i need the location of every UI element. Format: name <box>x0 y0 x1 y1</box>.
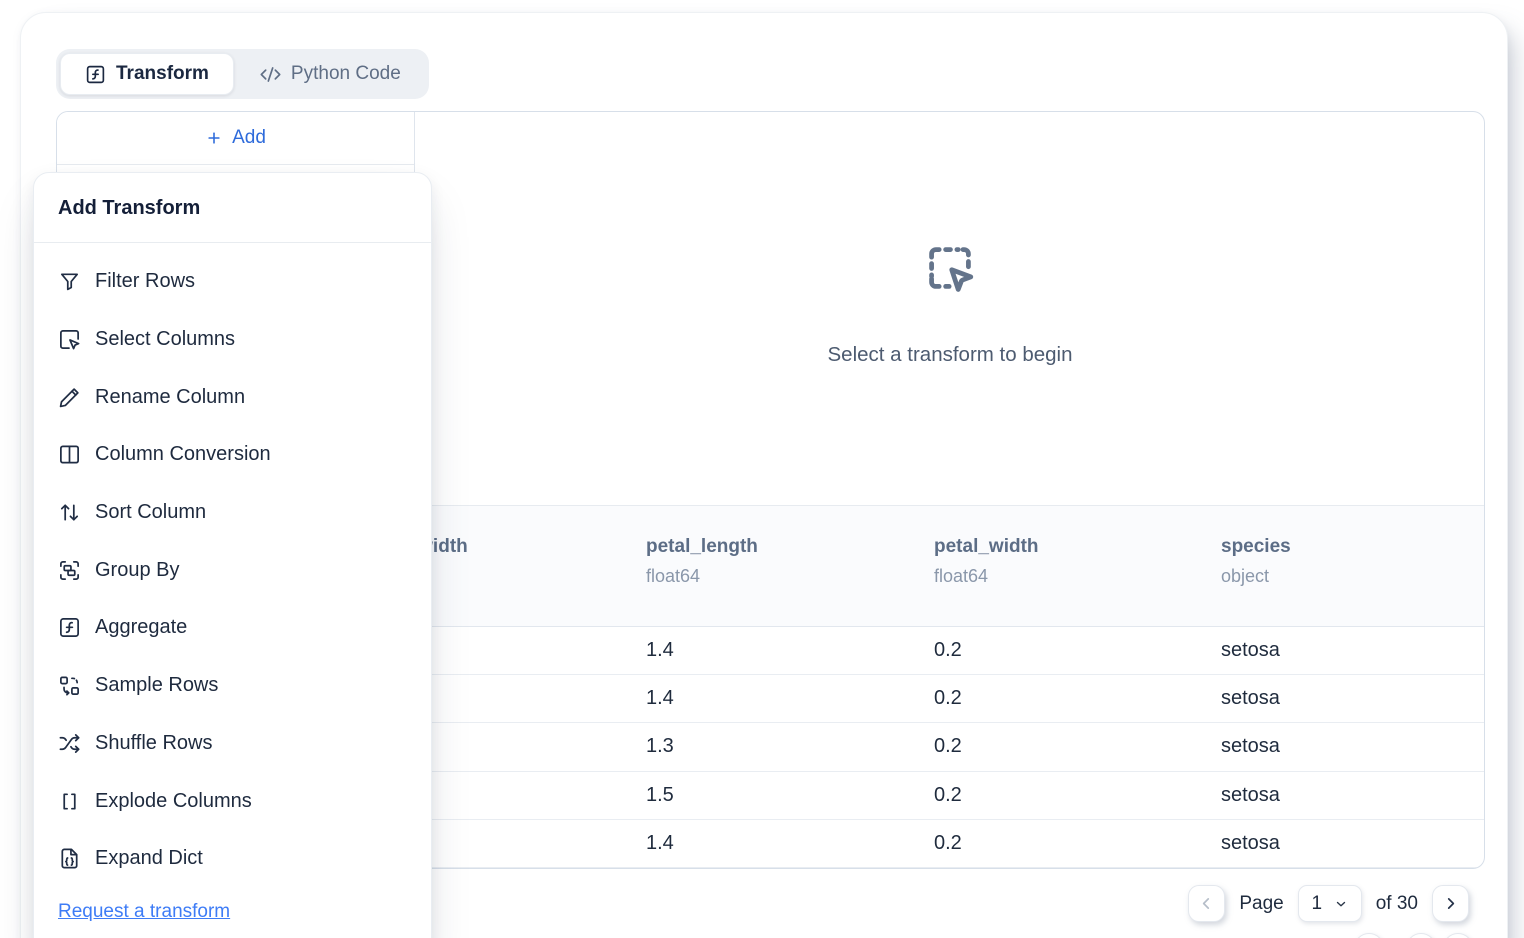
tab-python-code[interactable]: Python Code <box>236 53 425 95</box>
menu-item-select-columns[interactable]: Select Columns <box>34 311 431 369</box>
filter-icon <box>58 270 81 293</box>
prev-page-button[interactable] <box>1188 885 1226 922</box>
menu-item-group-by[interactable]: Group By <box>34 541 431 599</box>
menu-item-label: Filter Rows <box>95 270 196 293</box>
table-row: 1.4 0.2 setosa <box>416 675 1484 724</box>
menu-item-label: Expand Dict <box>95 847 203 870</box>
column-name: petal_width <box>934 536 1039 557</box>
menu-title: Add Transform <box>58 197 201 219</box>
group-icon <box>58 559 81 582</box>
tab-transform-label: Transform <box>116 63 209 84</box>
arrow-up-down-icon <box>58 501 81 524</box>
page-count-label: of 30 <box>1375 892 1418 914</box>
menu-item-filter-rows[interactable]: Filter Rows <box>34 253 431 311</box>
table-cell: setosa <box>1221 783 1280 806</box>
page-select-value: 1 <box>1311 892 1323 914</box>
menu-item-sample-rows[interactable]: Sample Rows <box>34 657 431 715</box>
menu-item-expand-dict[interactable]: Expand Dict <box>34 830 431 888</box>
empty-state: Select a transform to begin <box>416 242 1484 367</box>
column-name: species <box>1221 536 1291 557</box>
tab-transform[interactable]: Transform <box>60 53 234 95</box>
chevron-left-icon <box>1198 895 1215 912</box>
table-cell: 1.4 <box>646 831 674 854</box>
table-cell: setosa <box>1221 735 1280 758</box>
columns-icon <box>58 443 81 466</box>
square-dashed-mouse-pointer-icon <box>924 242 976 299</box>
menu-item-column-conversion[interactable]: Column Conversion <box>34 426 431 484</box>
menu-item-label: Group By <box>95 558 180 581</box>
add-transform-menu: Add Transform Filter Rows Select Columns R… <box>33 172 432 938</box>
menu-item-label: Aggregate <box>95 616 188 639</box>
menu-item-sort-column[interactable]: Sort Column <box>34 484 431 542</box>
replace-icon <box>58 674 81 697</box>
table-row: 1.5 0.2 setosa <box>416 772 1484 820</box>
pagination: Page 1 of 30 <box>1188 885 1469 922</box>
table-cell: 0.2 <box>934 735 962 758</box>
menu-item-aggregate[interactable]: Aggregate <box>34 599 431 657</box>
table-cell: 0.2 <box>934 831 962 854</box>
table-cell: 0.2 <box>934 687 962 710</box>
table-row: 1.3 0.2 setosa <box>416 723 1484 772</box>
main-content: Select a transform to begin sepal_widthf… <box>359 112 1484 868</box>
menu-item-rename-column[interactable]: Rename Column <box>34 368 431 426</box>
column-header-species[interactable]: species object <box>1221 536 1291 587</box>
column-dtype: float64 <box>934 566 989 586</box>
function-square-icon <box>85 64 106 85</box>
column-name: petal_length <box>646 536 758 557</box>
page-label: Page <box>1239 892 1284 914</box>
select-columns-icon <box>58 328 81 351</box>
code-icon <box>260 64 281 85</box>
table-cell: 1.4 <box>646 639 674 662</box>
page-select[interactable]: 1 <box>1297 885 1362 922</box>
next-page-button[interactable] <box>1432 885 1469 922</box>
cut-off-button[interactable] <box>1354 933 1384 938</box>
column-header-petal-width[interactable]: petal_width float64 <box>934 536 1039 587</box>
add-transform-label: Add <box>232 127 266 148</box>
cut-off-button[interactable] <box>1443 933 1473 938</box>
chevron-down-icon <box>1334 897 1348 911</box>
chevron-right-icon <box>1442 895 1459 912</box>
view-tabs: Transform Python Code <box>56 49 429 99</box>
data-table: sepal_widthfloat64petal_lengthfloat64pet… <box>359 505 1484 868</box>
pencil-icon <box>58 386 81 409</box>
menu-item-label: Sample Rows <box>95 674 219 697</box>
menu-item-label: Shuffle Rows <box>95 731 213 754</box>
menu-item-label: Column Conversion <box>95 443 271 466</box>
menu-item-explode-columns[interactable]: Explode Columns <box>34 772 431 830</box>
table-row: 1.4 0.2 setosa <box>416 627 1484 676</box>
table-cell: setosa <box>1221 687 1280 710</box>
table-cell: 1.4 <box>646 687 674 710</box>
menu-item-label: Select Columns <box>95 328 236 351</box>
brackets-icon <box>58 790 81 813</box>
shuffle-icon <box>58 732 81 755</box>
menu-item-label: Explode Columns <box>95 789 252 812</box>
table-cell: 0.2 <box>934 783 962 806</box>
menu-item-label: Rename Column <box>95 385 246 408</box>
table-cell: 1.3 <box>646 735 674 758</box>
table-cell: 1.5 <box>646 783 674 806</box>
menu-item-shuffle-rows[interactable]: Shuffle Rows <box>34 715 431 773</box>
file-braces-icon <box>58 847 81 870</box>
table-row: 1.4 0.2 setosa <box>416 820 1484 868</box>
column-dtype: object <box>1221 566 1270 586</box>
table-body: 1.4 0.2 setosa 1.4 0.2 setosa 1.3 0.2 setosa 1.5 0… <box>416 627 1484 868</box>
menu-list: Filter Rows Select Columns Rename Column Co… <box>34 243 431 888</box>
table-cell: 0.2 <box>934 639 962 662</box>
add-transform-button[interactable]: Add <box>57 112 414 165</box>
menu-divider <box>34 242 431 243</box>
table-cell: setosa <box>1221 639 1280 662</box>
request-transform-link[interactable]: Request a transform <box>58 901 231 922</box>
empty-state-message: Select a transform to begin <box>827 343 1073 366</box>
tab-python-code-label: Python Code <box>290 63 401 84</box>
menu-item-label: Sort Column <box>95 501 207 524</box>
cut-off-button[interactable] <box>1406 933 1436 938</box>
column-header-petal-length[interactable]: petal_length float64 <box>646 536 758 587</box>
column-dtype: float64 <box>646 566 701 586</box>
table-header-row: sepal_widthfloat64petal_lengthfloat64pet… <box>359 505 1484 627</box>
plus-icon <box>205 129 223 147</box>
function-square-icon <box>58 616 81 639</box>
table-cell: setosa <box>1221 831 1280 854</box>
